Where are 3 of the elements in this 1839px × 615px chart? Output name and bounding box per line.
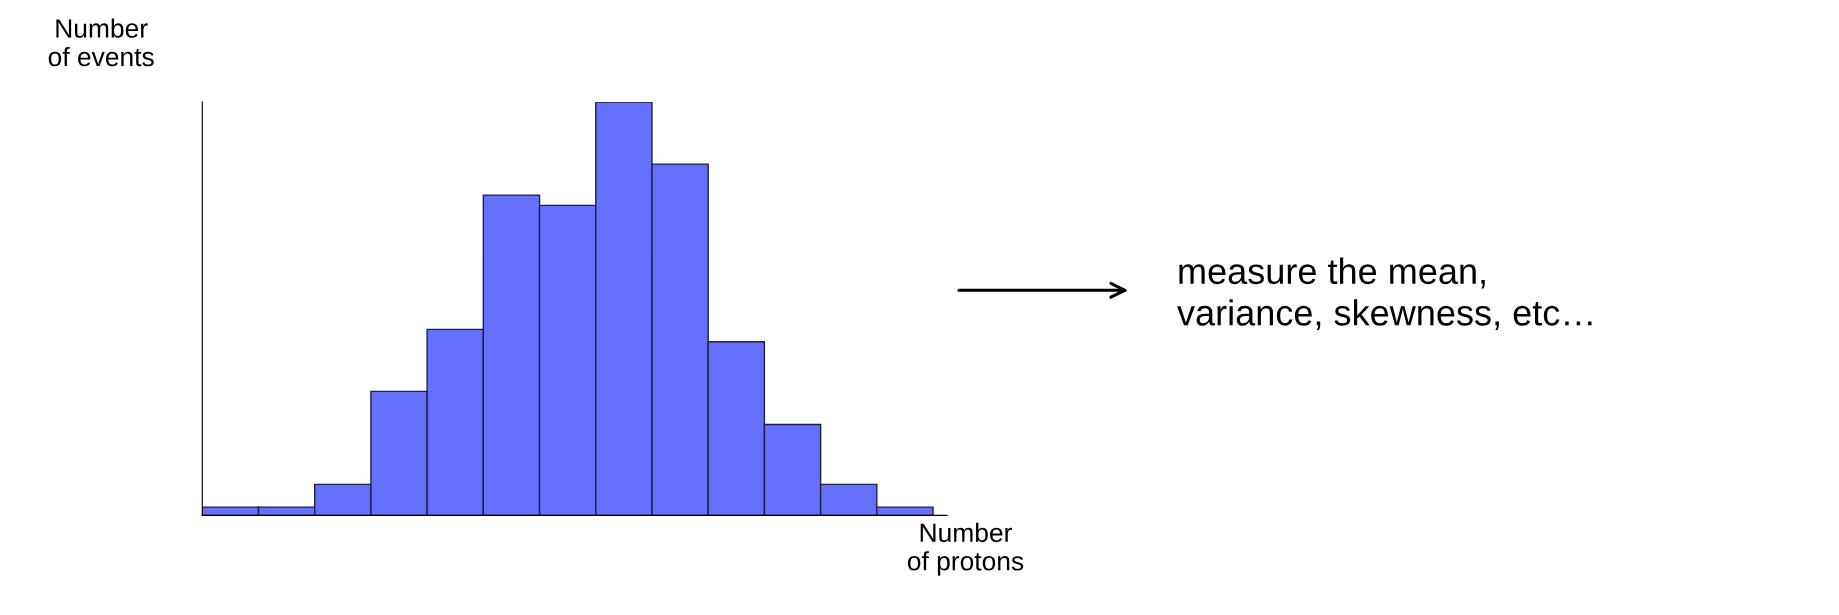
y-axis-title: Number of events [48, 18, 154, 67]
text: measure the mean, variance, skewness, etc… [1177, 257, 1592, 330]
x-axis-title: Number of protons [907, 522, 1024, 576]
